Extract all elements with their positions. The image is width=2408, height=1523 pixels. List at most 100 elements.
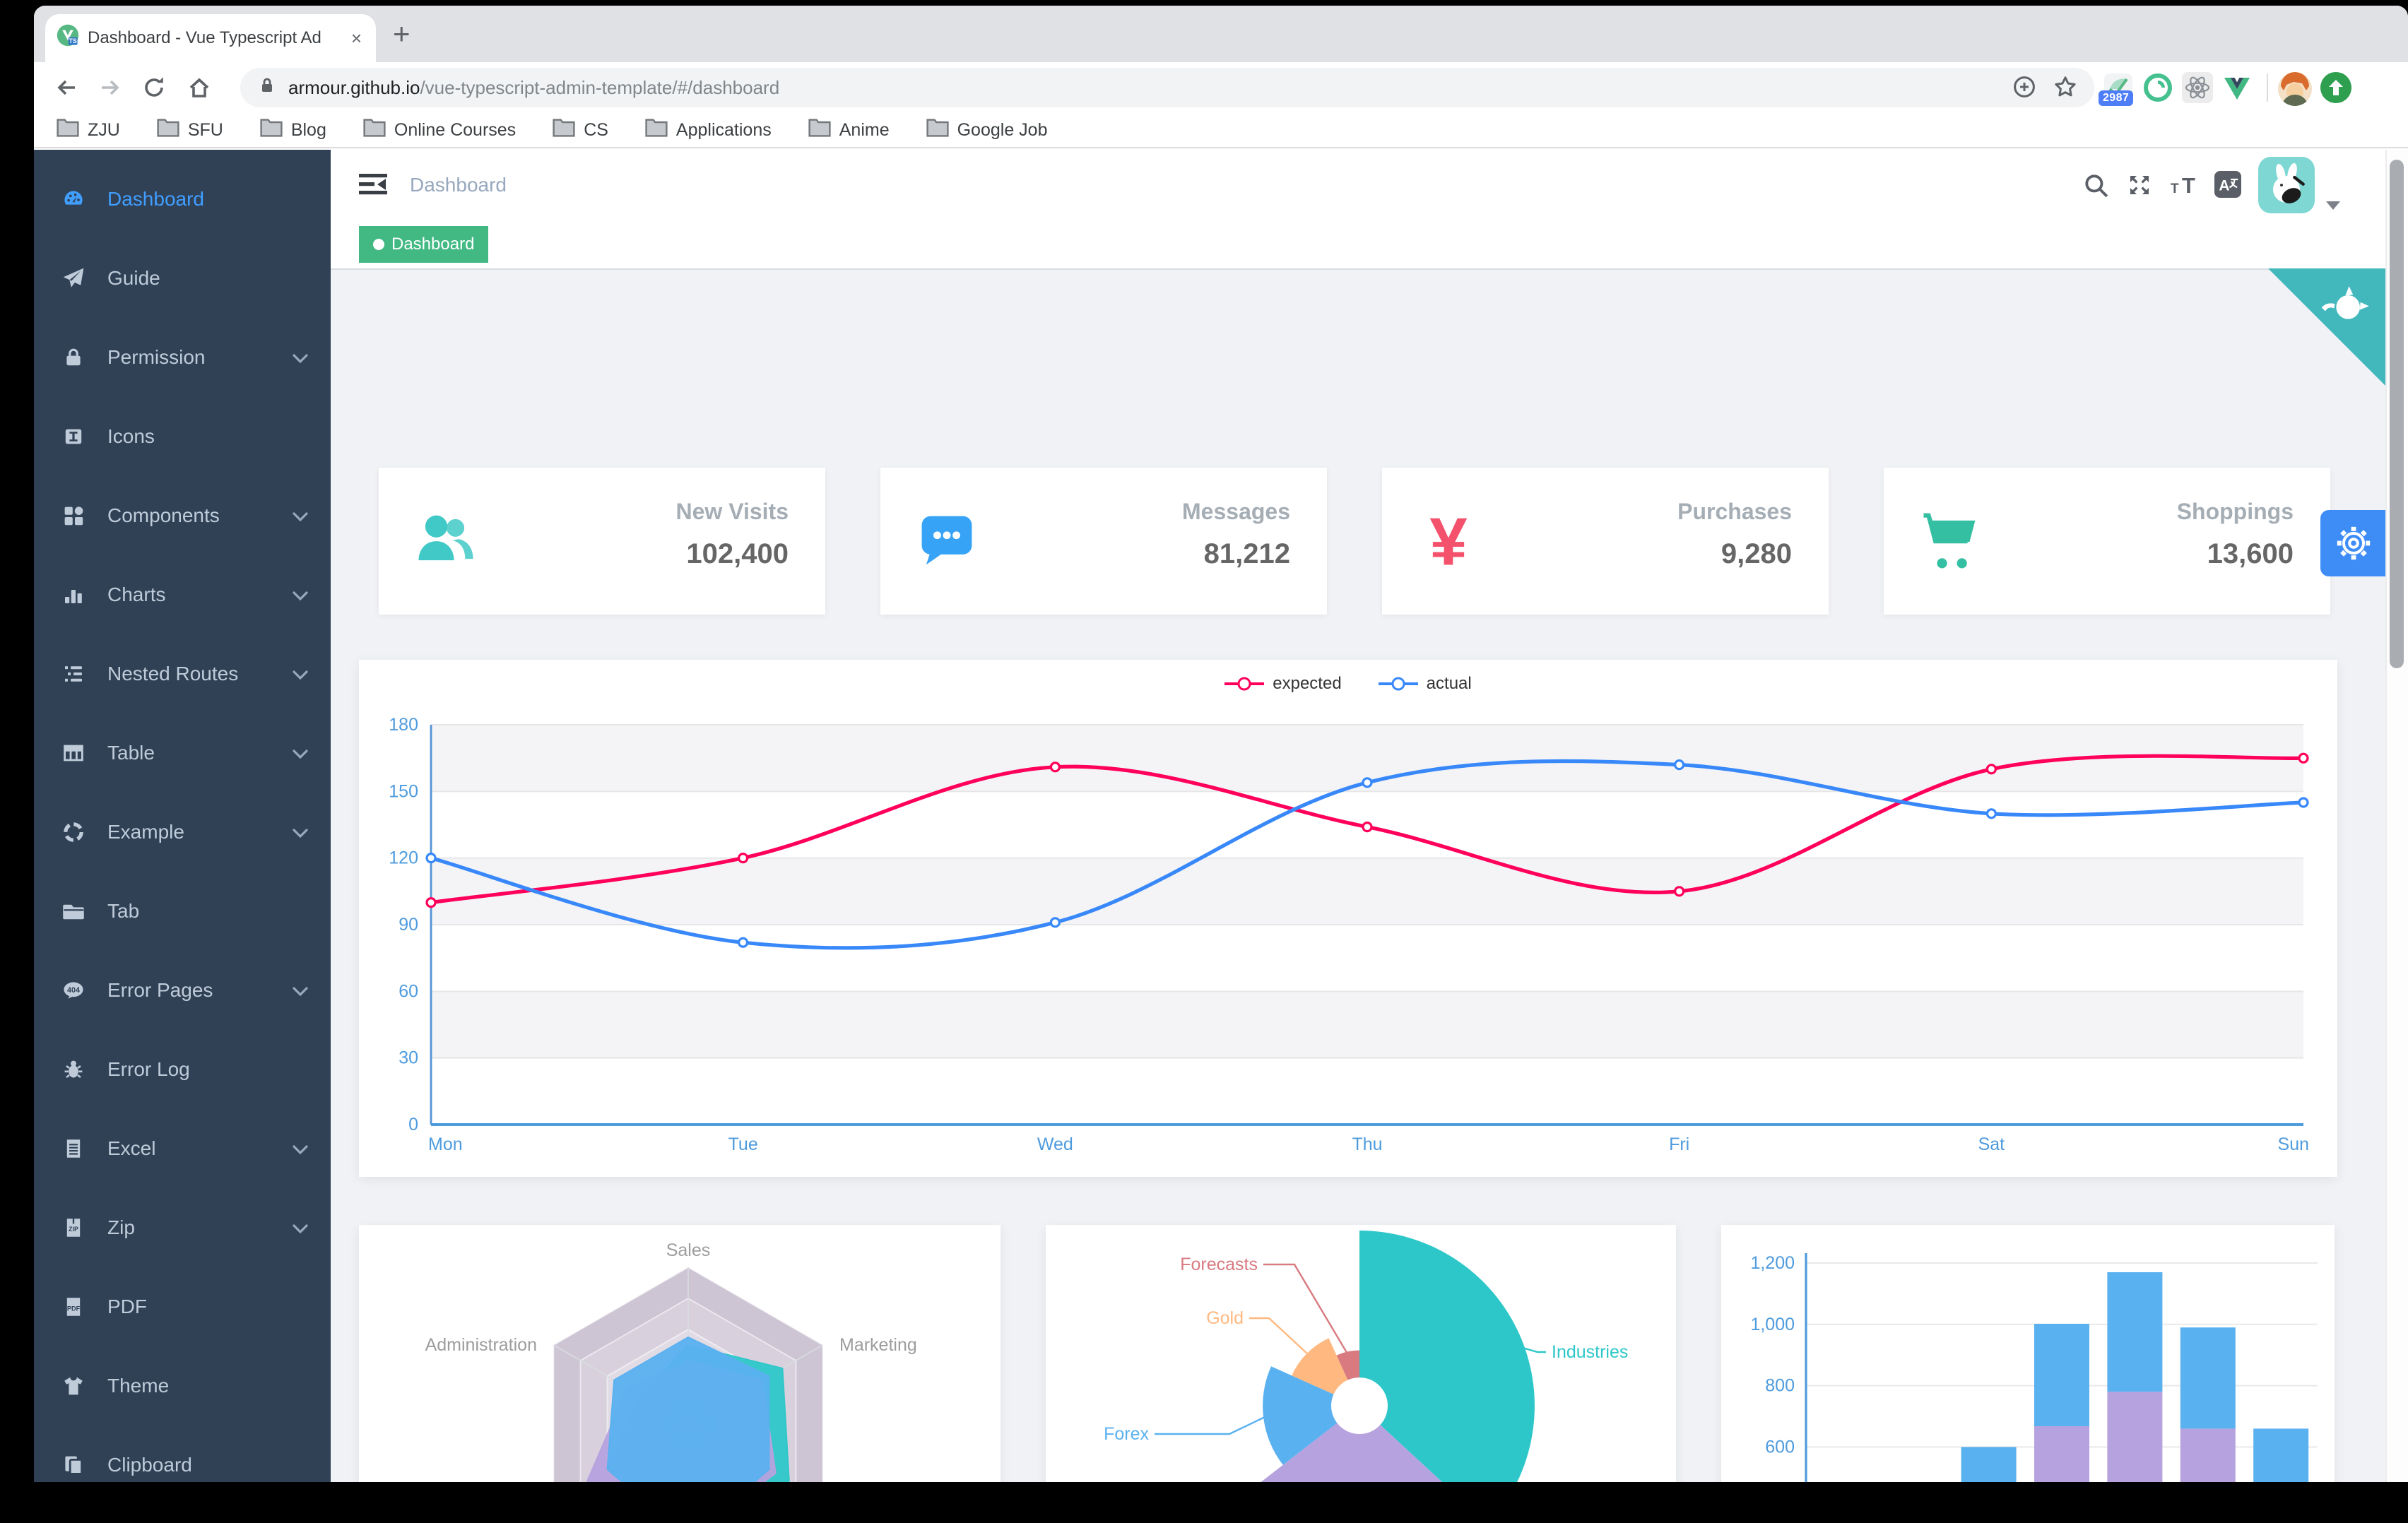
sidebar-item-guide[interactable]: Guide	[34, 239, 331, 318]
tags-view-bar: Dashboard	[331, 220, 2408, 270]
hamburger-icon[interactable]	[359, 171, 387, 203]
theme-icon	[62, 1375, 85, 1397]
settings-panel-button[interactable]	[2320, 510, 2387, 576]
address-bar[interactable]: armour.github.io/vue-typescript-admin-te…	[240, 68, 2094, 107]
svg-text:T: T	[2171, 182, 2179, 196]
sidebar-item-label: PDF	[107, 1296, 147, 1317]
zoom-page-icon[interactable]	[2012, 75, 2036, 105]
extension-onetab-icon[interactable]: 2987	[2099, 72, 2134, 109]
sidebar-item-table[interactable]: Table	[34, 713, 331, 793]
sidebar-item-nested-routes[interactable]: Nested Routes	[34, 634, 331, 713]
chevron-down-icon	[293, 504, 308, 527]
sidebar-item-label: Error Pages	[107, 979, 213, 1001]
guide-icon	[62, 267, 85, 290]
sidebar-item-tab[interactable]: Tab	[34, 872, 331, 951]
translate-icon[interactable]: A	[2214, 171, 2241, 203]
browser-window: TS Dashboard - Vue Typescript Ad × + arm…	[34, 6, 2408, 1482]
tab-title: Dashboard - Vue Typescript Ad	[88, 28, 321, 47]
fullscreen-icon[interactable]	[2127, 172, 2152, 203]
sidebar-item-components[interactable]: Components	[34, 476, 331, 555]
sidebar-item-permission[interactable]: Permission	[34, 318, 331, 397]
page-scrollbar[interactable]	[2385, 150, 2408, 1482]
sidebar-item-example[interactable]: Example	[34, 793, 331, 872]
svg-text:1,000: 1,000	[1750, 1315, 1795, 1334]
browser-update-icon[interactable]	[2320, 72, 2351, 109]
stat-card-title: New Visits	[675, 499, 789, 524]
sidebar-item-error-pages[interactable]: 404 Error Pages	[34, 951, 331, 1030]
bookmark-google-job[interactable]: Google Job	[926, 118, 1047, 142]
scrollbar-thumb[interactable]	[2390, 160, 2404, 668]
stat-card-shoppings[interactable]: Shoppings 13,600	[1884, 468, 2330, 615]
breadcrumb[interactable]: Dashboard	[410, 174, 507, 196]
svg-text:Fri: Fri	[1669, 1134, 1689, 1154]
bookmark-blog[interactable]: Blog	[260, 118, 326, 142]
browser-profile-avatar[interactable]	[2278, 72, 2312, 112]
back-button[interactable]	[54, 75, 79, 106]
folder-icon	[363, 118, 386, 142]
forward-button[interactable]	[98, 75, 123, 106]
github-corner-link[interactable]	[2268, 268, 2391, 391]
legend-item-expected[interactable]: expected	[1224, 674, 1342, 694]
zip-icon: ZIP	[62, 1216, 85, 1239]
sidebar-item-excel[interactable]: Excel	[34, 1109, 331, 1188]
svg-text:Administration: Administration	[425, 1335, 537, 1355]
tag-dashboard[interactable]: Dashboard	[359, 226, 489, 263]
stat-card-new-visits[interactable]: New Visits 102,400	[379, 468, 825, 615]
folder-icon	[553, 118, 575, 142]
user-avatar[interactable]	[2258, 157, 2315, 213]
sidebar-item-zip[interactable]: ZIP Zip	[34, 1188, 331, 1267]
svg-text:Mon: Mon	[428, 1134, 463, 1154]
sidebar-item-charts[interactable]: Charts	[34, 555, 331, 634]
bookmark-online-courses[interactable]: Online Courses	[363, 118, 516, 142]
404-icon: 404	[62, 979, 85, 1002]
bookmark-zju[interactable]: ZJU	[57, 118, 120, 142]
bookmark-applications[interactable]: Applications	[645, 118, 772, 142]
sidebar-item-dashboard[interactable]: Dashboard	[34, 160, 331, 239]
line-chart-legend[interactable]: expected actual	[359, 674, 2337, 694]
nested-icon	[62, 663, 85, 685]
svg-text:0: 0	[408, 1115, 418, 1134]
svg-text:120: 120	[389, 848, 418, 868]
stat-card-messages[interactable]: Messages 81,212	[880, 468, 1327, 615]
bookmark-star-icon[interactable]	[2053, 75, 2077, 105]
sidebar-item-clipboard[interactable]: Clipboard	[34, 1426, 331, 1482]
sidebar-item-label: Zip	[107, 1216, 135, 1238]
folder-icon	[926, 118, 949, 142]
sidebar-item-error-log[interactable]: Error Log	[34, 1030, 331, 1109]
reload-button[interactable]	[141, 75, 167, 106]
caret-down-icon[interactable]	[2326, 189, 2340, 215]
svg-text:¥: ¥	[1429, 504, 1467, 575]
chevron-down-icon	[293, 346, 308, 369]
tab-close-icon[interactable]: ×	[350, 27, 362, 49]
url-host: armour.github.io	[288, 76, 420, 98]
stat-card-purchases[interactable]: ¥ Purchases 9,280	[1382, 468, 1829, 615]
extension-green-circle-icon[interactable]	[2142, 72, 2173, 109]
legend-item-actual[interactable]: actual	[1378, 674, 1472, 694]
example-icon	[62, 821, 85, 843]
svg-text:1,200: 1,200	[1750, 1253, 1795, 1273]
lock-icon[interactable]	[257, 75, 277, 101]
svg-text:Industries: Industries	[1552, 1342, 1628, 1362]
bookmark-anime[interactable]: Anime	[808, 118, 890, 142]
new-tab-button[interactable]: +	[393, 17, 411, 50]
search-icon[interactable]	[2083, 172, 2108, 203]
svg-text:TS: TS	[69, 37, 77, 45]
home-button[interactable]	[187, 75, 212, 106]
bookmark-cs[interactable]: CS	[553, 118, 608, 142]
tag-label: Dashboard	[391, 235, 475, 254]
pdf-icon: PDF	[62, 1296, 85, 1318]
chevron-down-icon	[293, 1137, 308, 1160]
svg-text:Sun: Sun	[2278, 1134, 2309, 1154]
sidebar-item-icons[interactable]: Icons	[34, 397, 331, 476]
browser-tab[interactable]: TS Dashboard - Vue Typescript Ad ×	[45, 14, 376, 62]
extension-react-devtools-icon[interactable]	[2182, 72, 2213, 109]
svg-text:Sat: Sat	[1978, 1134, 2005, 1154]
bookmark-sfu[interactable]: SFU	[157, 118, 223, 142]
clipboard-icon	[62, 1454, 85, 1476]
sidebar-item-theme[interactable]: Theme	[34, 1346, 331, 1426]
line-chart: 0 30 60 90 120 150 180 Mon Tue Wed Thu Fri Sat Sun	[389, 715, 2309, 1154]
extension-vue-devtools-icon[interactable]	[2221, 72, 2253, 109]
sidebar-item-pdf[interactable]: PDF PDF	[34, 1267, 331, 1346]
